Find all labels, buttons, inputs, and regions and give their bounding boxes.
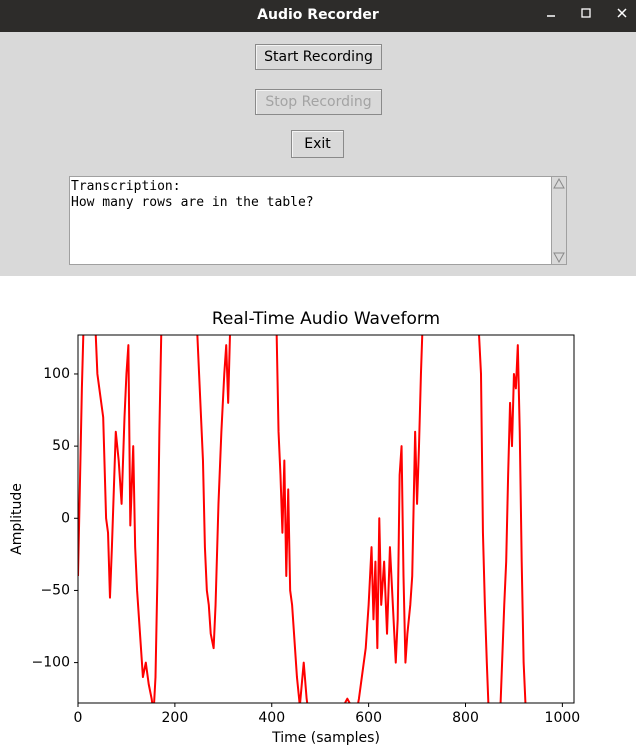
y-tick-label: −50 [40, 582, 70, 598]
x-tick-label: 0 [74, 710, 83, 726]
chart: Real-Time Audio Waveform Time (samples) … [9, 309, 581, 746]
stop-button: Stop Recording [255, 89, 382, 115]
y-tick-label: 0 [61, 510, 70, 526]
exit-button[interactable]: Exit [291, 130, 344, 158]
y-axis-label: Amplitude [9, 483, 25, 555]
maximize-button[interactable] [581, 8, 591, 18]
x-tick-label: 1000 [545, 710, 581, 726]
y-tick-label: 50 [52, 438, 70, 454]
y-tick-label: 100 [43, 366, 70, 382]
text-line: How many rows are in the table? [71, 195, 314, 210]
y-tick-label: −100 [32, 655, 70, 671]
x-tick-label: 800 [452, 710, 479, 726]
x-axis-label: Time (samples) [271, 730, 380, 746]
control-panel: Start Recording Stop Recording Exit Tran… [0, 32, 636, 276]
scrollbar[interactable] [551, 177, 566, 264]
title-bar: Audio Recorder [0, 0, 636, 32]
chart-title: Real-Time Audio Waveform [212, 309, 440, 329]
start-button[interactable]: Start Recording [255, 44, 382, 70]
x-tick-label: 400 [258, 710, 285, 726]
window-title: Audio Recorder [257, 7, 379, 23]
window-controls [547, 8, 627, 18]
waveform-line [78, 335, 527, 703]
x-tick-label: 600 [355, 710, 382, 726]
text-line: Transcription: [71, 179, 181, 194]
close-button[interactable] [617, 8, 627, 18]
transcription-box[interactable]: Transcription: How many rows are in the … [69, 176, 567, 265]
scroll-arrows [553, 177, 565, 264]
x-tick-label: 200 [162, 710, 189, 726]
plot-frame [77, 334, 575, 704]
